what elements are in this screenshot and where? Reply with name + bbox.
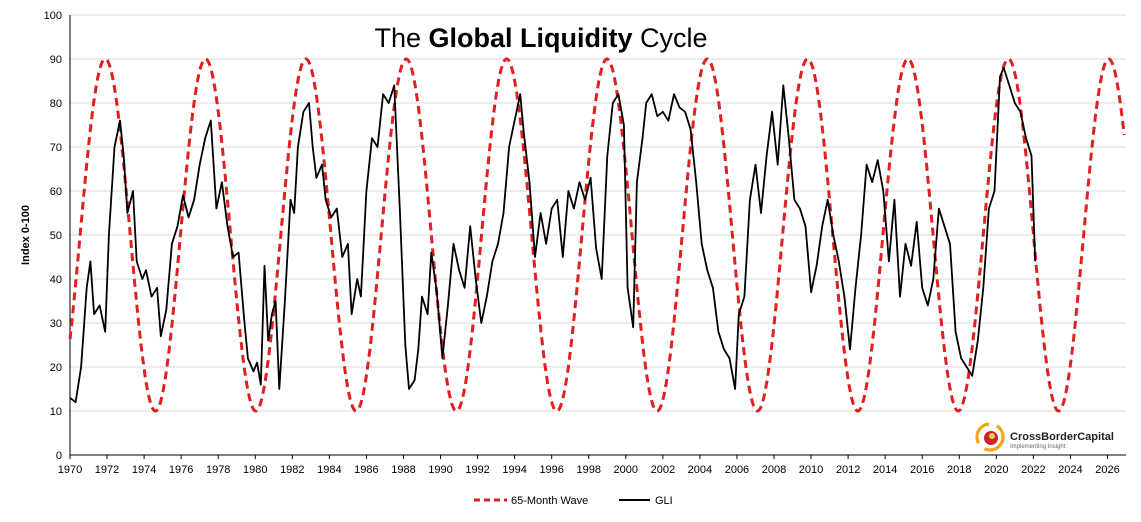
x-tick-label: 2002 xyxy=(651,464,675,476)
title-part-1: The xyxy=(374,23,428,53)
x-tick-label: 1990 xyxy=(428,464,452,476)
y-tick-label: 70 xyxy=(50,142,62,154)
x-tick-label: 1988 xyxy=(391,464,415,476)
x-tick-label: 2020 xyxy=(984,464,1008,476)
x-tick-label: 2016 xyxy=(910,464,934,476)
y-tick-label: 60 xyxy=(50,186,62,198)
x-tick-label: 2018 xyxy=(947,464,971,476)
x-tick-label: 1998 xyxy=(576,464,600,476)
brand-tagline: Implementing Insight xyxy=(1010,444,1066,450)
y-tick-label: 20 xyxy=(50,362,62,374)
x-tick-label: 1994 xyxy=(502,464,526,476)
x-tick-label: 1978 xyxy=(206,464,230,476)
grid-lines xyxy=(70,14,1126,412)
y-tick-label: 80 xyxy=(50,98,62,110)
x-tick-label: 2000 xyxy=(614,464,638,476)
series-layer xyxy=(68,57,1126,413)
legend-wave-label: 65-Month Wave xyxy=(511,495,588,507)
x-tick-label: 2012 xyxy=(836,464,860,476)
title-part-3: Cycle xyxy=(633,23,708,53)
y-tick-label: 30 xyxy=(50,318,62,330)
brand-logo: CrossBorderCapital Implementing Insight xyxy=(975,422,1114,452)
x-tick-label: 2004 xyxy=(688,464,712,476)
x-tick-label: 2026 xyxy=(1095,464,1119,476)
y-tick-label: 90 xyxy=(50,54,62,66)
brand-name: CrossBorderCapital xyxy=(1010,431,1114,443)
y-tick-label: 10 xyxy=(50,406,62,418)
y-tick-label: 50 xyxy=(50,230,62,242)
x-axis-ticks: 1970 1972 1974 1976 1978 1980 1982 1984 1986 1988… xyxy=(58,455,1120,476)
x-tick-label: 1970 xyxy=(58,464,82,476)
y-tick-label: 0 xyxy=(56,450,62,462)
title-part-2: Global Liquidity xyxy=(429,23,633,53)
x-tick-label: 1980 xyxy=(243,464,267,476)
x-tick-label: 1986 xyxy=(354,464,378,476)
x-tick-label: 1996 xyxy=(539,464,563,476)
x-tick-label: 2008 xyxy=(762,464,786,476)
x-tick-label: 1972 xyxy=(95,464,119,476)
chart-title: The Global Liquidity Cycle xyxy=(374,23,707,53)
x-tick-label: 2010 xyxy=(799,464,823,476)
x-tick-label: 1976 xyxy=(169,464,193,476)
x-tick-label: 2014 xyxy=(873,464,897,476)
y-axis-ticks: 0 10 20 30 40 50 60 70 80 90 100 xyxy=(44,10,62,462)
y-axis-label: Index 0-100 xyxy=(20,205,32,265)
x-tick-label: 2006 xyxy=(725,464,749,476)
x-tick-label: 1982 xyxy=(280,464,304,476)
logo-inner-icon xyxy=(989,433,995,439)
y-tick-label: 40 xyxy=(50,274,62,286)
gli-series-line xyxy=(69,66,1037,404)
legend-gli-label: GLI xyxy=(655,495,673,507)
x-tick-label: 2022 xyxy=(1021,464,1045,476)
x-tick-label: 1992 xyxy=(465,464,489,476)
y-tick-label: 100 xyxy=(44,10,62,22)
x-tick-label: 1984 xyxy=(317,464,341,476)
x-tick-label: 1974 xyxy=(132,464,156,476)
legend: 65-Month Wave GLI xyxy=(474,495,673,507)
logo-swirl-icon xyxy=(975,422,1005,452)
x-tick-label: 2024 xyxy=(1058,464,1082,476)
